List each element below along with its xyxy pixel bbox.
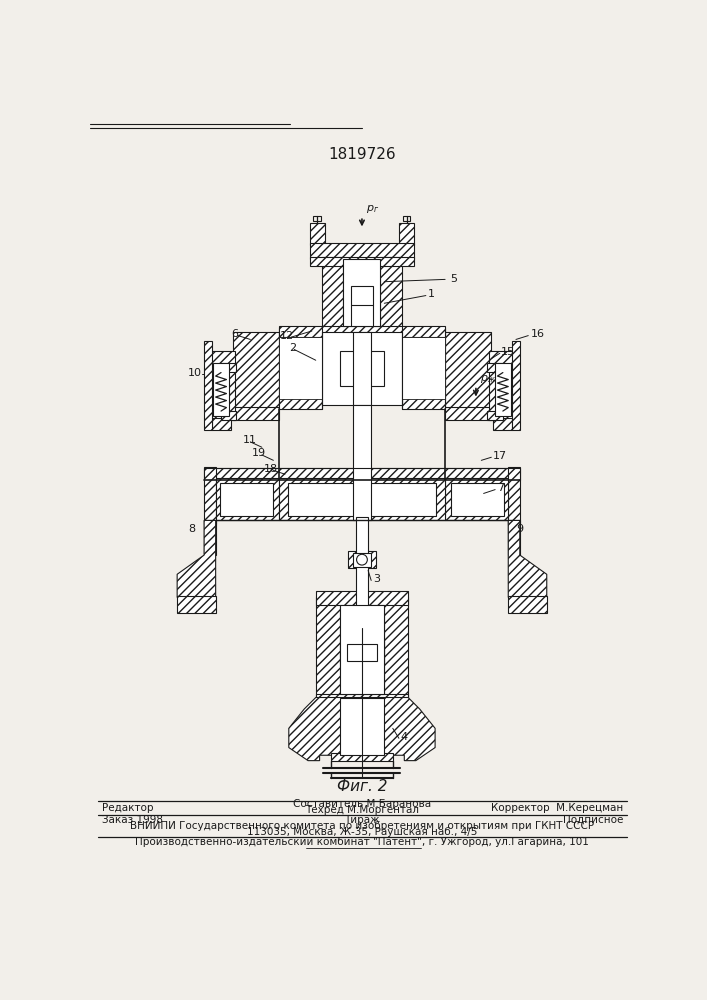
Text: 15: 15 xyxy=(501,347,515,357)
Bar xyxy=(204,341,212,430)
Text: Техред М.Моргентал: Техред М.Моргентал xyxy=(305,805,419,815)
Bar xyxy=(313,216,321,221)
Bar xyxy=(356,517,368,628)
Text: 19: 19 xyxy=(252,448,266,458)
Bar xyxy=(351,286,373,305)
Bar xyxy=(353,553,371,567)
Bar xyxy=(208,351,235,420)
Text: 11: 11 xyxy=(243,435,257,445)
Text: $p_{ж}$: $p_{ж}$ xyxy=(480,373,496,385)
Text: $p_{г}$: $p_{г}$ xyxy=(366,203,379,215)
Bar xyxy=(383,597,408,698)
Bar xyxy=(340,641,383,663)
Text: Корректор  М.Керецман: Корректор М.Керецман xyxy=(491,803,623,813)
Bar xyxy=(310,223,325,245)
Bar xyxy=(310,243,414,259)
Bar xyxy=(340,698,383,755)
Bar xyxy=(344,259,380,326)
Bar xyxy=(316,591,408,605)
Bar xyxy=(279,326,445,337)
Text: Производственно-издательский комбинат "Патент", г. Ужгород, ул.Гагарина, 101: Производственно-издательский комбинат "П… xyxy=(135,837,589,847)
Bar xyxy=(233,407,279,420)
Bar xyxy=(204,468,362,480)
Bar xyxy=(316,694,408,701)
Bar xyxy=(288,483,436,516)
Bar xyxy=(402,328,445,409)
Text: 10: 10 xyxy=(188,368,202,378)
Bar xyxy=(445,407,491,420)
Text: 18: 18 xyxy=(264,464,278,474)
Text: 2: 2 xyxy=(288,343,296,353)
Text: Тираж: Тираж xyxy=(344,815,380,825)
Text: Составитель М.Баранова: Составитель М.Баранова xyxy=(293,799,431,809)
Bar xyxy=(487,411,503,420)
Bar xyxy=(279,337,322,399)
Bar xyxy=(233,332,279,409)
Bar xyxy=(445,332,491,409)
Bar xyxy=(399,223,414,245)
Bar xyxy=(508,520,520,555)
Bar xyxy=(216,478,279,520)
Bar xyxy=(221,363,236,372)
Bar xyxy=(346,644,378,661)
Text: 5: 5 xyxy=(450,274,457,284)
Bar xyxy=(380,257,402,328)
Bar xyxy=(348,551,376,568)
Text: Фиг. 2: Фиг. 2 xyxy=(337,779,387,794)
Bar xyxy=(495,363,510,416)
Text: 4: 4 xyxy=(400,732,407,742)
Text: 113035, Москва, Ж-35, Раушская наб., 4/5: 113035, Москва, Ж-35, Раушская наб., 4/5 xyxy=(247,827,477,837)
Bar xyxy=(214,363,229,416)
Bar xyxy=(508,466,520,524)
Bar xyxy=(340,351,383,386)
Bar xyxy=(204,520,216,555)
Text: Заказ 1998: Заказ 1998 xyxy=(102,815,163,825)
Text: 1819726: 1819726 xyxy=(328,147,396,162)
Bar xyxy=(340,605,383,694)
Bar xyxy=(316,597,340,698)
Bar xyxy=(212,418,231,430)
Bar xyxy=(310,257,414,266)
Text: 16: 16 xyxy=(530,329,544,339)
Bar xyxy=(221,411,236,420)
Bar xyxy=(362,468,520,480)
Bar xyxy=(403,216,411,221)
Text: Редактор: Редактор xyxy=(102,803,153,813)
Bar xyxy=(353,332,371,405)
Bar xyxy=(279,478,445,520)
Bar xyxy=(322,332,402,405)
Bar xyxy=(204,466,216,524)
Bar xyxy=(346,282,378,309)
Text: 12: 12 xyxy=(279,331,293,341)
Text: 6: 6 xyxy=(231,329,238,339)
Polygon shape xyxy=(508,520,547,597)
Bar xyxy=(353,405,371,520)
Polygon shape xyxy=(177,520,216,597)
Bar xyxy=(402,337,445,399)
Bar xyxy=(487,363,503,372)
Bar xyxy=(322,257,344,328)
Text: 8: 8 xyxy=(189,524,196,534)
Bar xyxy=(450,483,504,516)
Text: 1: 1 xyxy=(428,289,434,299)
Bar xyxy=(508,596,547,613)
Bar xyxy=(331,753,393,761)
Text: ВНИИПИ Государственного комитета по изобретениям и открытиям при ГКНТ СССР: ВНИИПИ Государственного комитета по изоб… xyxy=(130,821,594,831)
Bar xyxy=(219,483,274,516)
Bar xyxy=(331,347,393,389)
Polygon shape xyxy=(288,698,435,761)
Bar xyxy=(445,478,508,520)
Bar xyxy=(489,351,516,420)
Bar xyxy=(493,418,512,430)
Text: 7: 7 xyxy=(497,483,504,493)
Text: 17: 17 xyxy=(493,451,507,461)
Text: 3: 3 xyxy=(373,574,380,584)
Bar xyxy=(512,341,520,430)
Bar xyxy=(177,596,216,613)
Text: Подписное: Подписное xyxy=(563,815,623,825)
Text: 9: 9 xyxy=(516,524,523,534)
Bar xyxy=(279,328,322,409)
